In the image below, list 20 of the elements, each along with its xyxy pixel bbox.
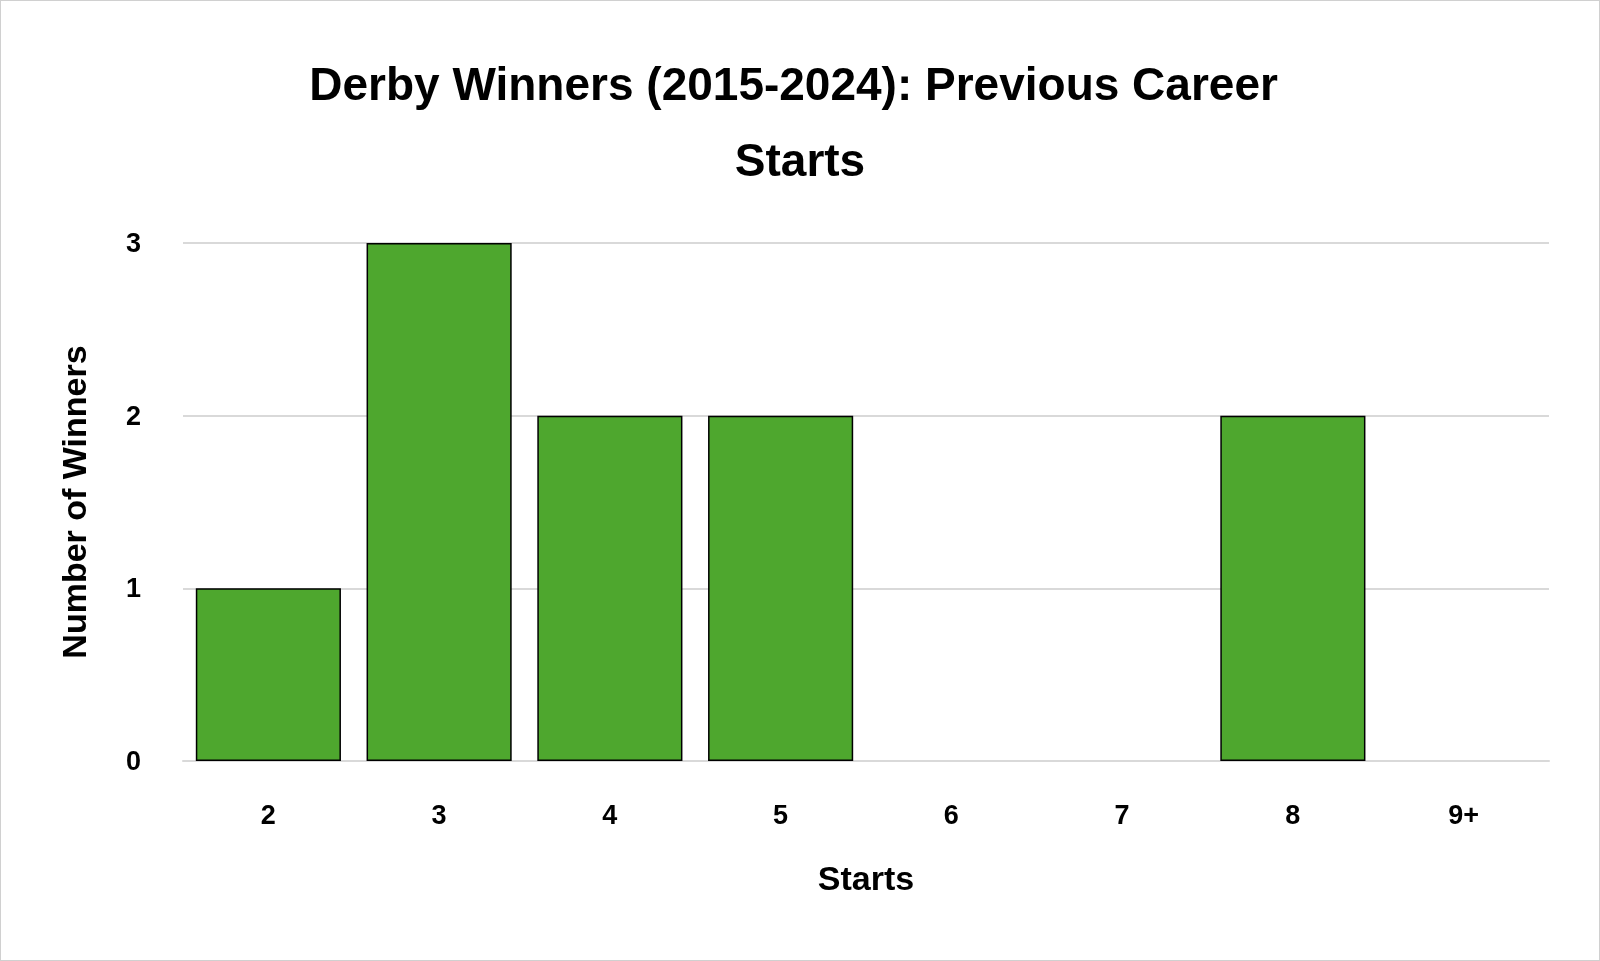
bar	[708, 415, 854, 761]
y-tick-label: 2	[125, 400, 141, 431]
y-tick-label: 0	[125, 746, 141, 776]
x-tick-label: 2	[260, 799, 276, 830]
chart-title: Derby Winners (2015-2024): Previous Career Starts	[309, 58, 1291, 186]
x-tick-label: 8	[1285, 799, 1301, 830]
x-tick-label: 9+	[1448, 799, 1480, 830]
bar	[366, 243, 512, 761]
y-axis-title: Number of Winners	[55, 345, 93, 659]
y-tick-label: 3	[125, 228, 141, 258]
x-tick-label: 4	[602, 799, 618, 830]
bar	[1220, 415, 1366, 761]
x-tick-label: 5	[773, 799, 789, 830]
x-axis-title: Starts	[817, 859, 915, 897]
y-tick-label: 1	[125, 573, 141, 604]
x-tick-label: 3	[431, 799, 447, 830]
bar	[537, 415, 683, 761]
x-tick-label: 6	[943, 799, 959, 830]
x-tick-label: 7	[1114, 799, 1130, 830]
bar	[195, 588, 341, 761]
